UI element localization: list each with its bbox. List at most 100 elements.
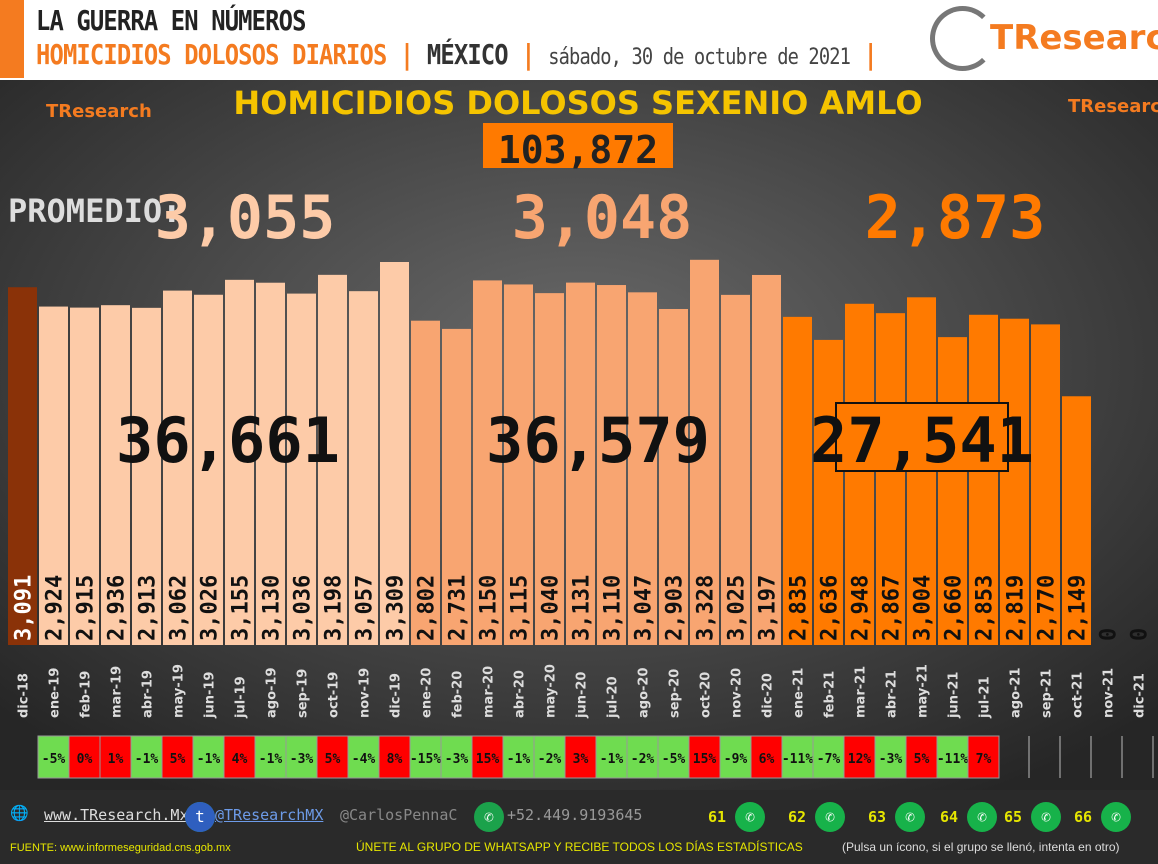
- bar-oct-19: [318, 274, 347, 645]
- pct-label-abr-20: -1%: [507, 752, 531, 767]
- month-label-ago-20: ago-20: [637, 668, 652, 719]
- year-total-box-2021: [835, 402, 1009, 472]
- pct-cell-may-19: [161, 735, 194, 779]
- bar-jun-19: [194, 294, 223, 645]
- phone-icon: ✆: [474, 802, 504, 832]
- month-label-sep-21: sep-21: [1040, 669, 1055, 718]
- pct-label-ene-20: -15%: [410, 752, 441, 767]
- month-label-oct-21: oct-21: [1071, 672, 1086, 718]
- bar-ene-21: [783, 316, 812, 645]
- month-label-may-20: may-20: [544, 664, 559, 718]
- pct-label-abr-19: -1%: [135, 752, 159, 767]
- pct-cell-ene-19: [37, 735, 70, 779]
- pct-label-jul-21: 7%: [976, 752, 992, 767]
- pct-label-abr-21: -3%: [879, 752, 903, 767]
- bar-ago-20: [628, 292, 657, 645]
- month-label-feb-19: feb-19: [79, 671, 94, 718]
- month-label-jul-19: jul-19: [234, 676, 249, 719]
- author-handle: @CarlosPennaC: [340, 806, 458, 824]
- bar-label-jun-19: 3,026: [198, 575, 223, 641]
- pct-label-mar-21: 12%: [848, 752, 872, 767]
- pct-label-oct-20: 15%: [693, 752, 717, 767]
- bar-label-oct-19: 3,198: [322, 575, 347, 641]
- globe-icon: 🌐: [10, 804, 29, 822]
- pct-label-jul-19: 4%: [232, 752, 248, 767]
- whatsapp-group-66[interactable]: 66 ✆: [1074, 802, 1132, 832]
- header-subtitle: HOMICIDIOS DOLOSOS DIARIOS | MÉXICO | sá…: [36, 38, 878, 71]
- month-label-nov-21: nov-21: [1102, 668, 1117, 718]
- watermark-logo-right: TResearch: [1068, 96, 1158, 117]
- year-total-2020: 36,579: [486, 404, 710, 477]
- whatsapp-icon: ✆: [967, 802, 998, 832]
- pct-label-sep-19: -3%: [290, 752, 314, 767]
- bar-mar-21: [845, 303, 874, 645]
- bar-label-may-21: 3,004: [911, 575, 936, 641]
- bar-ago-19: [256, 282, 285, 645]
- promedio-2019: 3,055: [155, 183, 336, 253]
- pct-cell-ago-19: [254, 735, 287, 779]
- bar-abr-20: [504, 284, 533, 645]
- whatsapp-icon: ✆: [895, 802, 926, 832]
- year-total-2021: 27,541: [810, 404, 1034, 477]
- bar-jul-20: [597, 285, 626, 645]
- bar-nov-20: [721, 294, 750, 645]
- pct-label-jun-21: -11%: [937, 752, 968, 767]
- promedio-label: PROMEDIO:: [8, 192, 181, 230]
- bar-dic-19: [380, 262, 409, 645]
- bar-label-mar-20: 3,150: [477, 575, 502, 641]
- pct-label-may-19: 5%: [170, 752, 186, 767]
- bar-feb-19: [70, 307, 99, 645]
- bar-sep-19: [287, 293, 316, 645]
- bar-label-dic-18: 3,091: [12, 575, 37, 641]
- month-label-may-21: may-21: [916, 664, 931, 718]
- pct-label-oct-19: 5%: [325, 752, 341, 767]
- bar-feb-21: [814, 339, 843, 645]
- pct-label-may-20: -2%: [538, 752, 562, 767]
- bar-label-abr-21: 2,867: [880, 575, 905, 641]
- month-label-feb-20: feb-20: [451, 671, 466, 718]
- twitter-link[interactable]: @TResearchMX: [215, 806, 324, 824]
- bar-label-sep-20: 2,903: [663, 575, 688, 641]
- pct-cell-ene-21: [781, 735, 814, 779]
- pct-label-ago-19: -1%: [259, 752, 283, 767]
- bar-label-mar-21: 2,948: [849, 575, 874, 641]
- bar-oct-21: [1062, 396, 1091, 645]
- website-link[interactable]: www.TResearch.Mx: [44, 806, 189, 824]
- whatsapp-group-63[interactable]: 63 ✆: [868, 802, 926, 832]
- pct-label-ene-19: -5%: [42, 752, 66, 767]
- whatsapp-group-61[interactable]: 61 ✆: [708, 802, 766, 832]
- bar-label-jul-20: 3,110: [601, 575, 626, 641]
- whatsapp-group-65[interactable]: 65 ✆: [1004, 802, 1062, 832]
- whatsapp-group-64[interactable]: 64 ✆: [940, 802, 998, 832]
- subtitle-text: HOMICIDIOS DOLOSOS DIARIOS: [36, 38, 387, 71]
- bar-label-ago-21: 2,819: [1004, 575, 1029, 641]
- bar-jul-19: [225, 279, 254, 645]
- month-label-sep-20: sep-20: [668, 669, 683, 718]
- total-value: 103,872: [498, 128, 658, 172]
- pct-cell-abr-19: [130, 735, 163, 779]
- promedio-2021: 2,873: [865, 183, 1046, 253]
- bar-oct-20: [690, 259, 719, 645]
- pct-label-sep-20: -5%: [662, 752, 686, 767]
- year-total-2019: 36,661: [116, 404, 340, 477]
- join-text: ÚNETE AL GRUPO DE WHATSAPP Y RECIBE TODO…: [356, 840, 803, 854]
- bar-ene-19: [39, 306, 68, 645]
- pct-cell-jun-20: [564, 735, 597, 779]
- pct-cell-oct-19: [316, 735, 349, 779]
- pct-cell-oct-20: [688, 735, 721, 779]
- month-label-nov-20: nov-20: [730, 668, 745, 718]
- month-label-ago-19: ago-19: [265, 668, 280, 719]
- month-label-jun-19: jun-19: [203, 672, 218, 719]
- month-label-ene-19: ene-19: [48, 668, 63, 718]
- month-label-feb-21: feb-21: [823, 671, 838, 718]
- pct-cell-jul-21: [967, 735, 1000, 779]
- bar-label-nov-19: 3,057: [353, 575, 378, 641]
- pct-cell-feb-19: [68, 735, 101, 779]
- pct-label-dic-20: 6%: [759, 752, 775, 767]
- whatsapp-group-62[interactable]: 62 ✆: [788, 802, 846, 832]
- month-label-dic-19: dic-19: [389, 673, 404, 718]
- bar-label-jul-21: 2,853: [973, 575, 998, 641]
- pct-cell-mar-20: [471, 735, 504, 779]
- pct-label-feb-21: -7%: [817, 752, 841, 767]
- bar-label-jun-21: 2,660: [942, 575, 967, 641]
